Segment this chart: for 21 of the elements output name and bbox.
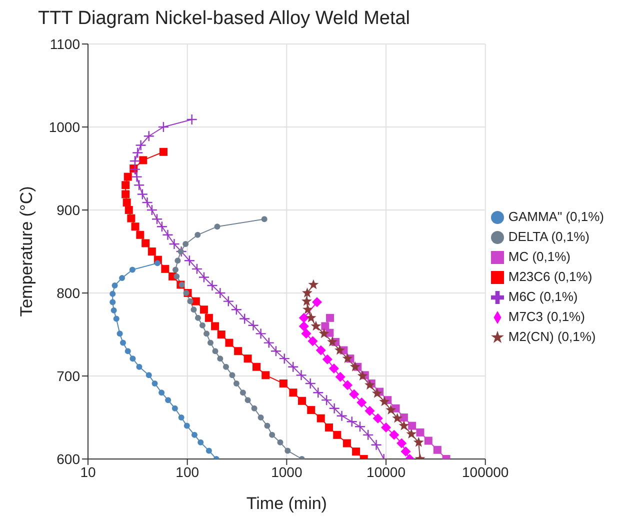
legend-label: M7C3 (0,1%) [508, 308, 585, 324]
x-axis-title: Time (min) [246, 494, 327, 513]
legend-label: M6C (0,1%) [508, 288, 578, 304]
y-tick-label: 700 [56, 368, 80, 384]
legend-label: DELTA (0,1%) [508, 228, 590, 244]
x-tick-label: 10 [80, 464, 96, 480]
y-tick-label: 900 [56, 202, 80, 218]
y-tick-label: 1000 [48, 118, 80, 135]
x-tick-label: 100000 [462, 464, 509, 480]
x-tick-label: 100 [176, 464, 200, 480]
x-tick-label: 1000 [271, 464, 302, 480]
y-tick-label: 800 [56, 284, 80, 301]
legend-label: GAMMA" (0,1%) [508, 208, 604, 224]
x-tick-label: 10000 [366, 464, 406, 480]
y-tick-label: 600 [56, 450, 80, 467]
legend-label: MC (0,1%) [508, 248, 570, 264]
chart-title: TTT Diagram Nickel-based Alloy Weld Metal [37, 8, 412, 31]
legend-label: M23C6 (0,1%) [508, 268, 592, 284]
y-axis-title: Temperature (°C) [17, 186, 36, 317]
y-tick-label: 1100 [50, 36, 80, 52]
legend-label: M2(CN) (0,1%) [508, 328, 596, 344]
